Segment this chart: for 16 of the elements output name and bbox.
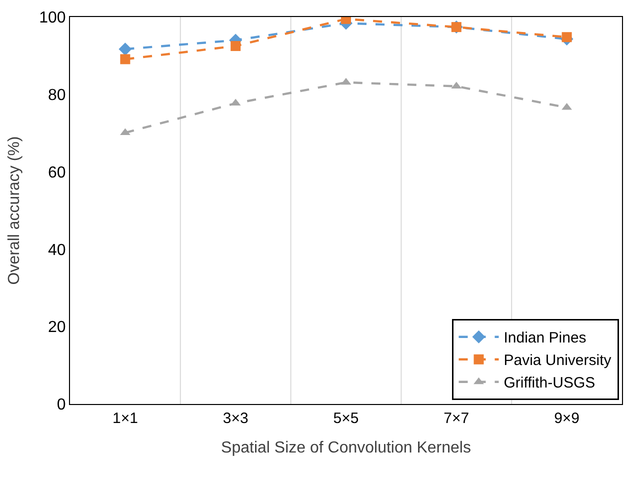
x-tick-label: 7×7 <box>444 410 470 427</box>
legend-label: Griffith-USGS <box>504 374 596 392</box>
x-tick-label: 5×5 <box>333 410 359 427</box>
legend-label: Pavia University <box>504 352 612 370</box>
y-axis-title: Overall accuracy (%) <box>6 136 23 285</box>
x-axis-title: Spatial Size of Convolution Kernels <box>221 440 471 457</box>
y-tick-label: 100 <box>39 10 66 27</box>
y-tick-label: 0 <box>56 396 66 414</box>
legend-label: Indian Pines <box>504 330 586 347</box>
y-tick-label: 40 <box>48 242 66 259</box>
x-tick-label: 1×1 <box>112 410 138 427</box>
y-tick-label: 20 <box>48 319 66 336</box>
x-tick-label: 9×9 <box>554 410 580 427</box>
y-tick-label: 80 <box>48 87 66 104</box>
x-tick-label: 3×3 <box>222 410 248 427</box>
y-tick-label: 60 <box>48 164 66 182</box>
